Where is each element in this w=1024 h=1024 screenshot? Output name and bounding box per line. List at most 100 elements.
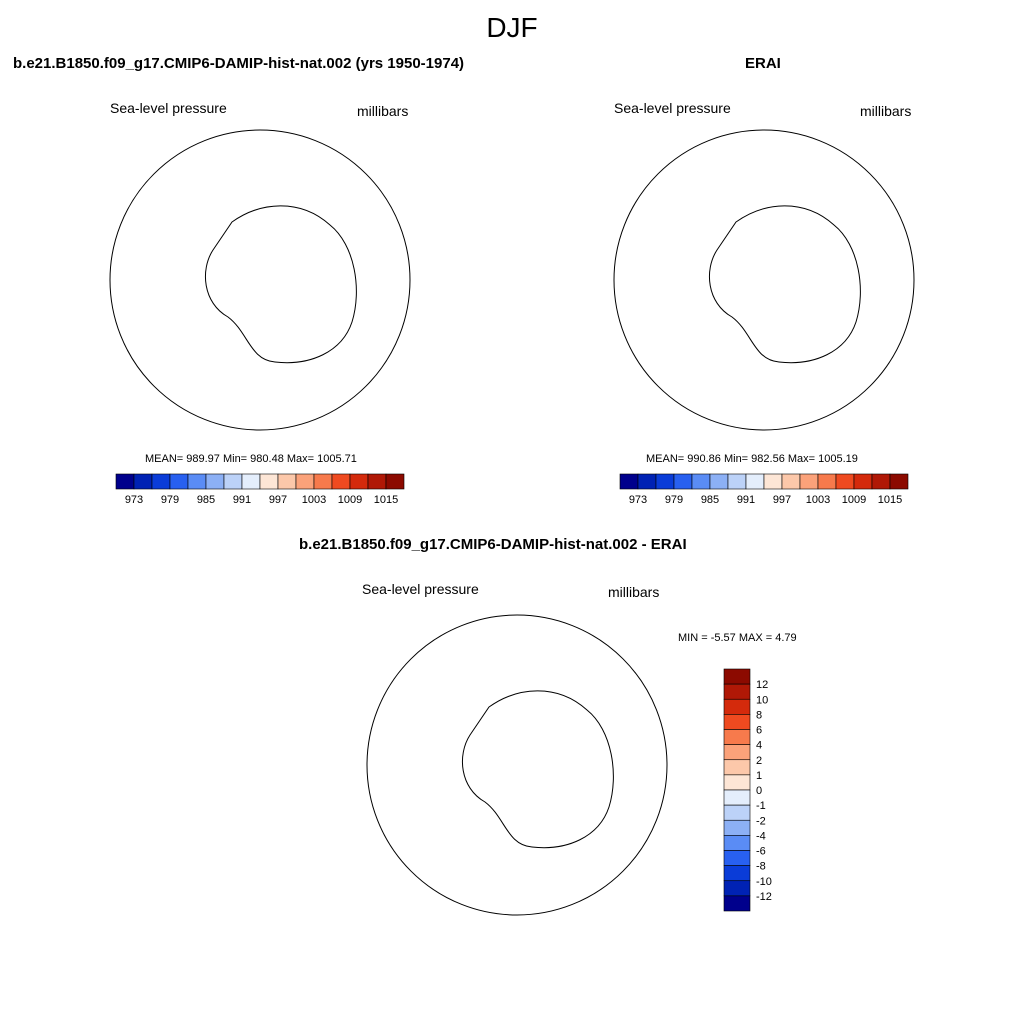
colorbar-2-swatch: [763, 473, 783, 490]
colorbar-1-swatch: [223, 473, 243, 490]
colorbar-3-tick-label: 6: [756, 725, 762, 737]
colorbar-1-tick-label: 973: [125, 494, 143, 506]
colorbar-2-tick-label: 979: [665, 494, 683, 506]
map-1-contour-1009: [272, 255, 311, 315]
panel-3-variable-label: Sea-level pressure: [362, 581, 479, 597]
colorbar-2-swatch: [889, 473, 909, 490]
map-2-low-west: [614, 232, 725, 378]
colorbar-3-swatch: [723, 880, 751, 897]
map-3-near-zero-band: [367, 711, 667, 925]
colorbar-1-swatch: [331, 473, 351, 490]
colorbar-3-swatch: [723, 774, 751, 791]
panel-3-stats: MIN = -5.57 MAX = 4.79: [678, 632, 797, 644]
map-2-inner-ring: [694, 195, 894, 375]
colorbar-2-swatch: [835, 473, 855, 490]
colorbar-2-tick-label: 1003: [806, 494, 830, 506]
colorbar-1-swatch: [169, 473, 189, 490]
panel-1-variable-label: Sea-level pressure: [110, 100, 227, 116]
colorbar-1: 973 979 985 991 997 1003 1009 1015: [115, 473, 405, 506]
map-2-outer-ring: [604, 120, 924, 440]
colorbar-1-tick-label: 1003: [302, 494, 326, 506]
colorbar-3-tick-label: 10: [756, 694, 768, 706]
colorbar-1-tick-label: 979: [161, 494, 179, 506]
colorbar-3-tick-label: 4: [756, 740, 762, 752]
colorbar-3-tick-label: 12: [756, 679, 768, 691]
colorbar-1-swatch: [151, 473, 171, 490]
map-1-contour-1000: [226, 216, 346, 351]
panel-2-title: ERAI: [745, 55, 781, 72]
map-1-contour-997: [207, 206, 354, 361]
colorbar-2-tick-label: 1009: [842, 494, 866, 506]
map-3-neg-interior: [535, 749, 559, 765]
colorbar-3-swatch: [723, 698, 751, 715]
map-3-polar-plot: [348, 605, 677, 925]
panel-2-units-label: millibars: [860, 103, 912, 119]
colorbar-1-swatch: [133, 473, 153, 490]
colorbar-3-tick-label: -12: [756, 891, 772, 903]
map-1-low-west: [101, 233, 229, 397]
colorbar-2-swatch: [673, 473, 693, 490]
colorbar-2-tick-label: 991: [737, 494, 755, 506]
map-2-contour-997-inner: [711, 206, 858, 361]
colorbar-3-swatch: [723, 819, 751, 836]
panel-1-stats: MEAN= 989.97 Min= 980.48 Max= 1005.71: [145, 453, 357, 465]
map-1-contour-1006: [261, 241, 327, 331]
map-2-contour-1009: [774, 261, 817, 315]
map-2-boundary: [613, 129, 915, 431]
map-1-low-north-core: [265, 166, 351, 218]
colorbar-2-swatch: [745, 473, 765, 490]
panel-2-variable-label: Sea-level pressure: [614, 100, 731, 116]
map-1-contour-991: [370, 410, 403, 423]
colorbar-2-swatch: [709, 473, 729, 490]
map-3-boundary: [366, 614, 668, 916]
colorbar-3-tick-label: -6: [756, 846, 766, 858]
colorbar-3-swatch: [723, 759, 751, 776]
colorbar-1-swatch: [115, 473, 135, 490]
colorbar-1-swatch: [187, 473, 207, 490]
colorbar-2-swatch: [619, 473, 639, 490]
colorbar-2-swatch: [871, 473, 891, 490]
map-3-pos-east: [567, 715, 647, 855]
map-3-pos-continent: [464, 691, 611, 846]
map-2-contour-997: [619, 135, 909, 425]
colorbar-2-swatch: [637, 473, 657, 490]
map-3-near-zero-interior: [517, 733, 573, 777]
colorbar-3-tick-label: -4: [756, 830, 766, 842]
colorbar-1-swatch: [259, 473, 279, 490]
colorbar-1-swatch: [205, 473, 225, 490]
colorbar-3-swatch: [723, 729, 751, 745]
map-2-contour-1003: [746, 230, 841, 341]
colorbar-2-swatch: [655, 473, 675, 490]
colorbar-3-tick-label: -8: [756, 861, 766, 873]
colorbar-3-tick-label: -1: [756, 800, 766, 812]
map-1-antarctica-coastline: [204, 205, 357, 364]
colorbar-1-swatch: [313, 473, 333, 490]
panel-3-title: b.e21.B1850.f09_g17.CMIP6-DAMIP-hist-nat…: [299, 536, 687, 553]
map-1-outer-ring: [370, 410, 420, 440]
map-2-contour-1000: [730, 216, 850, 351]
colorbar-3-tick-label: 1: [756, 770, 762, 782]
colorbar-3-swatch: [723, 865, 751, 882]
map-3-background: [357, 605, 677, 925]
colorbar-2-swatch: [781, 473, 801, 490]
map-2-antarctica-coastline: [708, 205, 861, 364]
map-3-neg-southwest: [348, 772, 516, 898]
colorbar-1-tick-label: 991: [233, 494, 251, 506]
map-3-pos-east-antarctica: [559, 721, 595, 749]
map-2-polar-plot: [604, 120, 924, 440]
map-3-neg-northwest: [357, 665, 457, 725]
colorbar-2: 973 979 985 991 997 1003 1009 1015: [619, 473, 909, 506]
map-1-low-north: [227, 145, 383, 244]
colorbar-3-tick-label: -10: [756, 876, 772, 888]
colorbar-3-swatch: [723, 895, 751, 912]
colorbar-1-tick-label: 985: [197, 494, 215, 506]
colorbar-3-tick-label: 2: [756, 755, 762, 767]
colorbar-1-swatch: [241, 473, 261, 490]
map-1-boundary: [109, 129, 411, 431]
map-2-contour-985: [634, 157, 894, 413]
colorbar-2-swatch: [727, 473, 747, 490]
colorbar-3-tick-label: -2: [756, 815, 766, 827]
map-2-contour-991: [626, 142, 902, 418]
